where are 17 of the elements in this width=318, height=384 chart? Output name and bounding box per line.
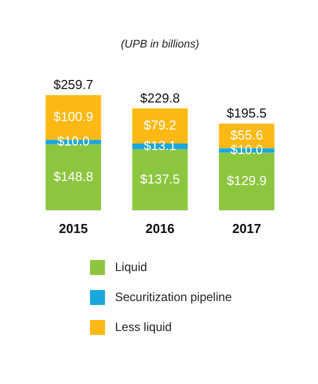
data-label: $129.9 [226, 173, 267, 188]
data-label: $79.2 [144, 118, 176, 133]
legend-label: Less liquid [115, 320, 172, 334]
total-label: $229.8 [140, 90, 180, 106]
data-label: $55.6 [230, 128, 263, 143]
data-label: $100.9 [53, 109, 94, 124]
bar [132, 149, 188, 210]
x-tick-label: 2016 [146, 220, 174, 236]
legend-label: Liquid [115, 260, 148, 274]
chart-title: (UPB in billions) [120, 38, 200, 51]
total-label: $259.7 [53, 77, 94, 92]
total-label: $195.5 [226, 106, 267, 121]
x-tick-label: 2017 [232, 220, 262, 236]
data-label: $137.5 [140, 171, 180, 186]
legend-label: Securitization pipeline [115, 290, 232, 304]
x-tick-label: 2015 [58, 220, 88, 236]
data-label: $148.8 [53, 168, 94, 184]
